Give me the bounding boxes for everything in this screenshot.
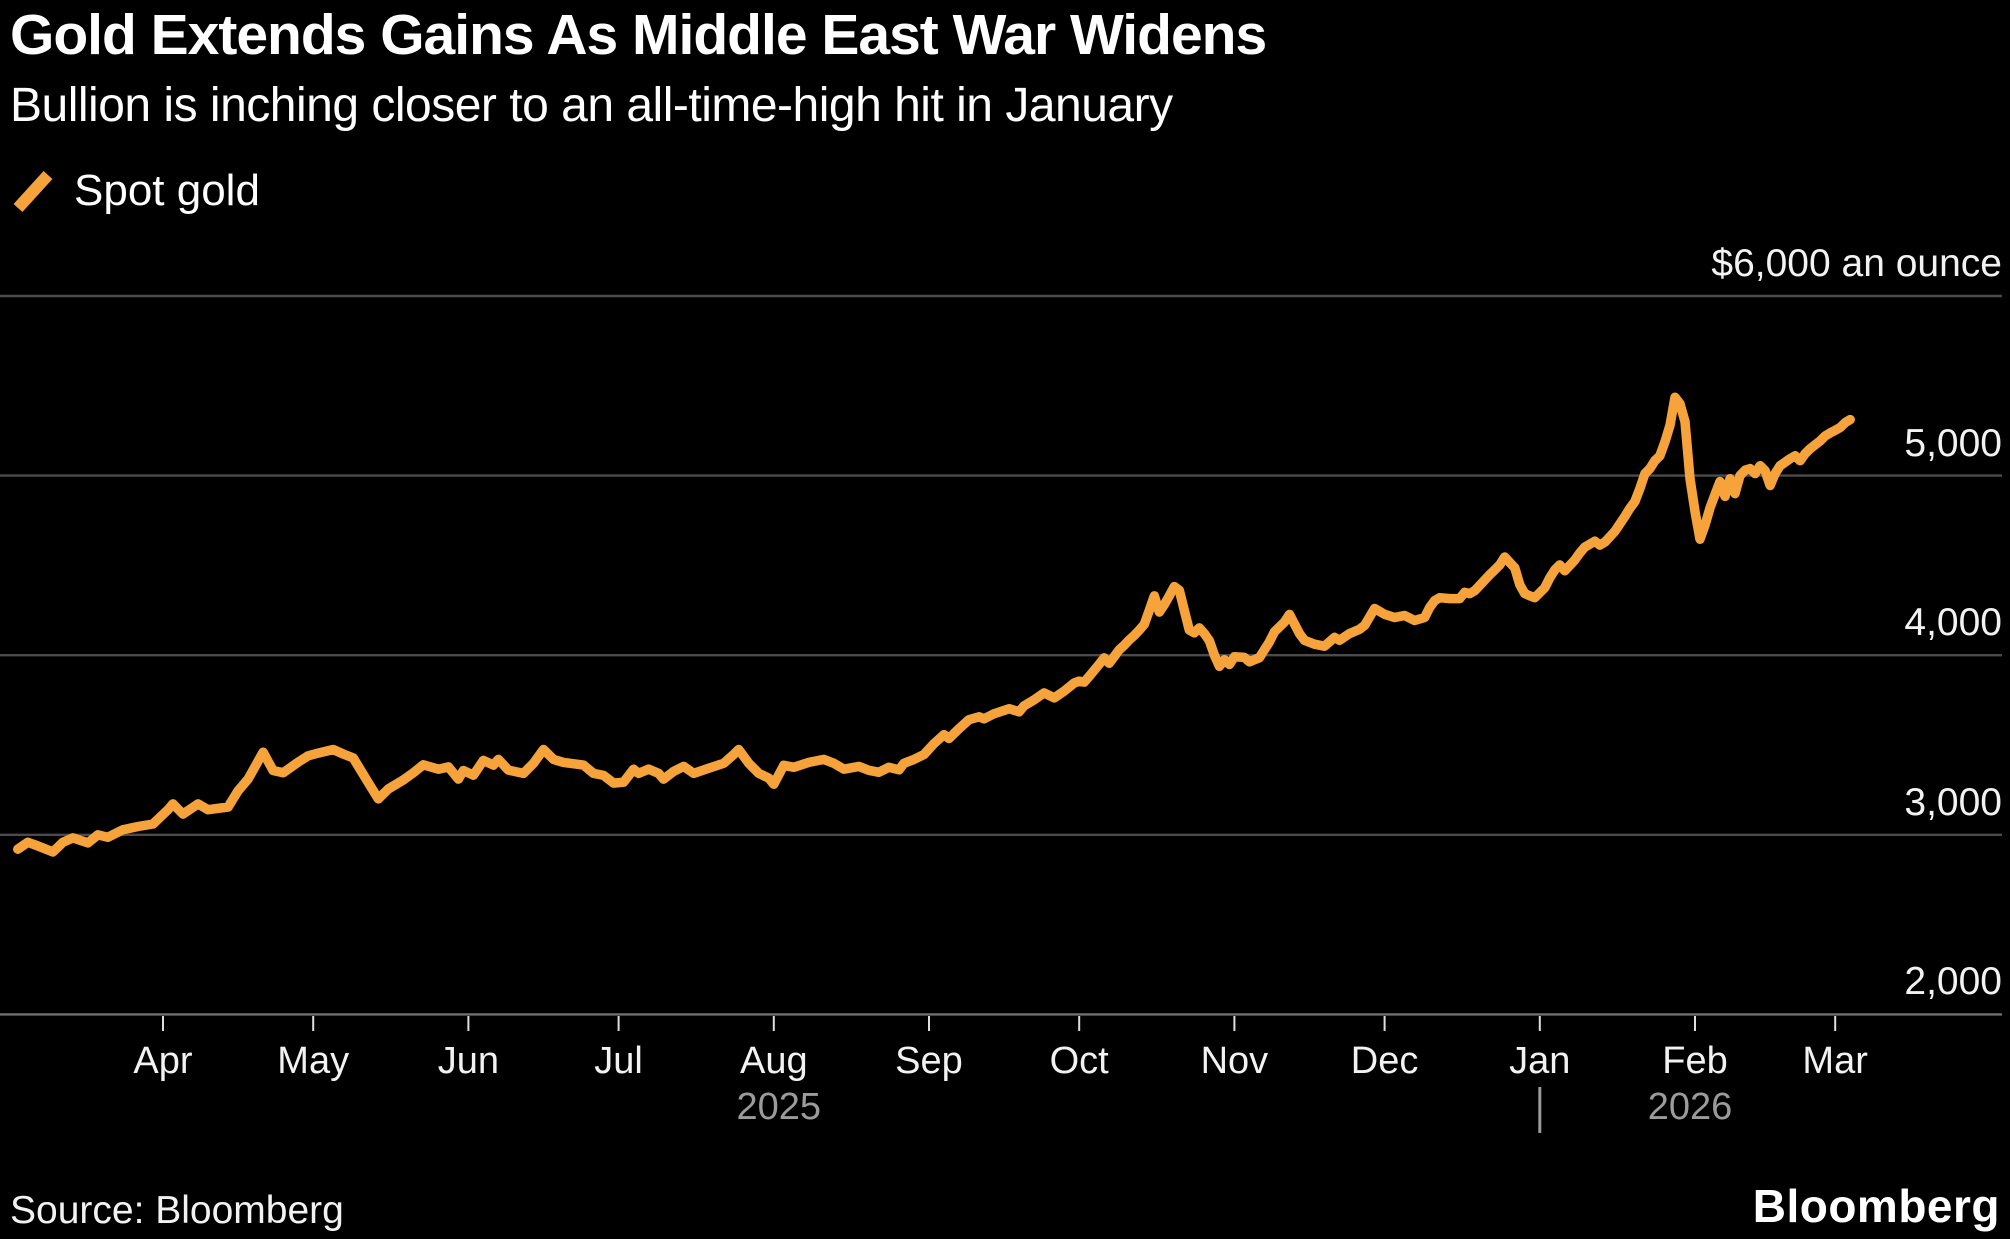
source-note: Source: Bloomberg (10, 1189, 344, 1232)
legend: Spot gold (10, 166, 260, 216)
spot-gold-swatch-icon (13, 170, 53, 213)
legend-label-spot-gold: Spot gold (74, 166, 260, 215)
bloomberg-logo: Bloomberg (1752, 1180, 2000, 1232)
chart-header: Gold Extends Gains As Middle East War Wi… (10, 3, 1267, 133)
chart-footer: Source: Bloomberg Bloomberg (10, 1179, 2000, 1233)
chart-subtitle: Bullion is inching closer to an all-time… (10, 79, 1173, 133)
chart-title: Gold Extends Gains As Middle East War Wi… (10, 3, 1267, 67)
spot-gold-line (13, 392, 1855, 857)
